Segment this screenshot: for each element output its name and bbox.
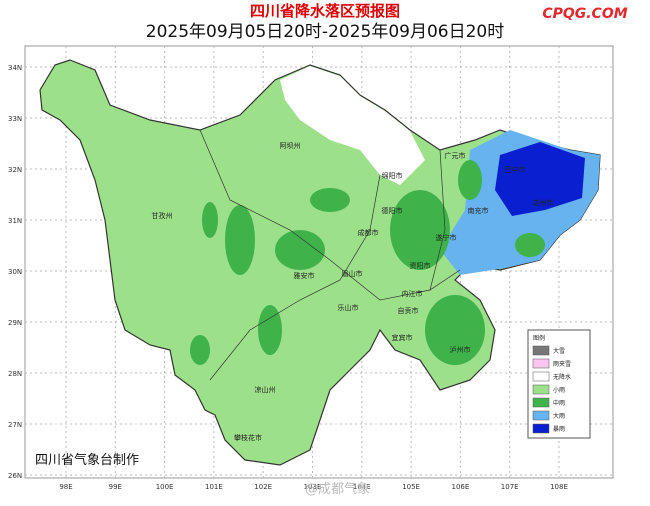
lat-label: 32N bbox=[8, 166, 22, 174]
legend-swatch bbox=[532, 423, 550, 434]
place-label: 攀枝花市 bbox=[234, 433, 262, 442]
place-label: 南充市 bbox=[468, 206, 489, 215]
legend-swatch bbox=[532, 410, 550, 421]
place-label: 凉山州 bbox=[255, 385, 276, 394]
place-label: 巴中市 bbox=[505, 165, 526, 174]
place-label: 阿坝州 bbox=[280, 141, 301, 150]
district-borders bbox=[199, 129, 461, 381]
legend-title: 图例 bbox=[533, 334, 545, 342]
storm-area bbox=[495, 142, 585, 216]
lat-label: 30N bbox=[8, 268, 22, 276]
credit: 四川省气象台制作 bbox=[35, 452, 139, 468]
legend-label: 无降水 bbox=[553, 373, 571, 381]
place-label: 眉山市 bbox=[342, 269, 363, 278]
lon-label: 105E bbox=[402, 483, 420, 491]
place-label: 广元市 bbox=[445, 151, 466, 160]
lon-label: 99E bbox=[109, 483, 122, 491]
legend-swatch bbox=[532, 358, 550, 369]
place-label: 绵阳市 bbox=[382, 171, 403, 180]
legend-label: 中雨 bbox=[553, 399, 565, 407]
place-label: 达州市 bbox=[533, 198, 554, 207]
moderate-rain-areas bbox=[190, 160, 545, 365]
legend-swatch bbox=[532, 371, 550, 382]
lon-label: 107E bbox=[501, 483, 519, 491]
place-label: 资阳市 bbox=[410, 261, 431, 270]
weibo-watermark: @成都气象 bbox=[305, 481, 370, 497]
lon-label: 106E bbox=[452, 483, 470, 491]
place-label: 内江市 bbox=[402, 289, 423, 298]
lat-label: 26N bbox=[8, 472, 22, 480]
legend-label: 暴雨 bbox=[553, 426, 565, 433]
lat-label: 29N bbox=[8, 319, 22, 327]
legend-swatch bbox=[532, 384, 550, 395]
lon-label: 108E bbox=[550, 483, 568, 491]
place-label: 甘孜州 bbox=[152, 211, 173, 220]
legend-swatch bbox=[532, 397, 550, 408]
place-label: 德阳市 bbox=[382, 206, 403, 215]
place-label: 宜宾市 bbox=[392, 333, 413, 342]
lon-label: 98E bbox=[59, 483, 72, 491]
lat-label: 33N bbox=[8, 115, 22, 123]
lat-label: 31N bbox=[8, 217, 22, 225]
lat-label: 27N bbox=[8, 421, 22, 429]
lon-label: 104E bbox=[353, 483, 371, 491]
lon-label: 100E bbox=[156, 483, 174, 491]
place-label: 雅安市 bbox=[294, 271, 315, 280]
legend-label: 大雨 bbox=[553, 412, 565, 420]
lon-label: 103E bbox=[304, 483, 322, 491]
place-label: 自贡市 bbox=[398, 306, 419, 315]
place-label: 遂宁市 bbox=[436, 233, 457, 242]
legend-label: 大雪 bbox=[553, 347, 565, 355]
watermark: CPQG.COM bbox=[542, 6, 627, 22]
subtitle: 2025年09月05日20时-2025年09月06日20时 bbox=[146, 22, 504, 42]
legend-swatch bbox=[532, 345, 550, 356]
no-rain-area bbox=[280, 66, 425, 185]
lat-label: 28N bbox=[8, 370, 22, 378]
title: 四川省降水落区预报图 bbox=[250, 2, 400, 20]
legend-label: 小雨 bbox=[553, 386, 565, 394]
lat-label: 34N bbox=[8, 64, 22, 72]
place-label: 泸州市 bbox=[450, 345, 471, 354]
legend-label: 雨夹雪 bbox=[553, 360, 571, 368]
place-label: 成都市 bbox=[358, 228, 379, 237]
lon-label: 101E bbox=[205, 483, 223, 491]
lon-label: 102E bbox=[254, 483, 272, 491]
place-label: 乐山市 bbox=[338, 303, 359, 312]
